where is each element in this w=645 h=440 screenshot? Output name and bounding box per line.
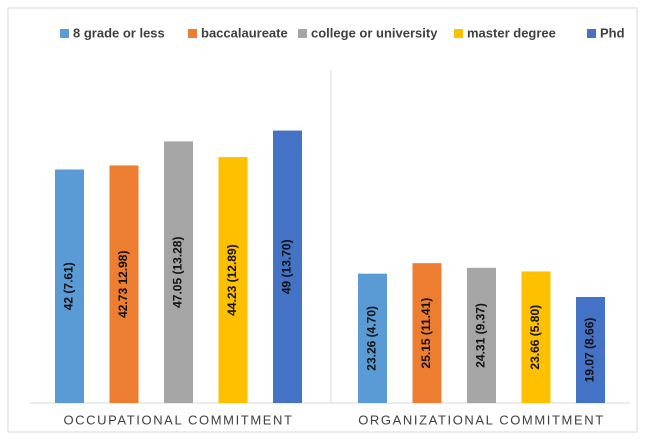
legend-swatch [188, 29, 197, 38]
legend-swatch [454, 29, 463, 38]
data-label: 49 (13.70) [280, 239, 294, 294]
data-label: 19.07 (8.66) [583, 318, 597, 383]
bar [55, 169, 84, 403]
bar [358, 273, 387, 403]
data-label: 42 (7.61) [62, 262, 76, 310]
legend-label: master degree [467, 25, 556, 40]
legend-label: baccalaureate [201, 25, 288, 40]
legend-label: college or university [311, 25, 438, 40]
data-label: 44.23 (12.89) [225, 244, 239, 315]
bar [521, 271, 551, 403]
bar [412, 263, 442, 403]
legend-swatch [60, 29, 69, 38]
bar [109, 165, 139, 403]
data-label: 24.31 (9.37) [474, 303, 488, 368]
legend-swatch [298, 29, 307, 38]
data-label: 25.15 (11.41) [419, 298, 433, 369]
data-label: 23.66 (5.80) [528, 305, 542, 370]
bar [164, 141, 193, 404]
x-tick-label: OCCUPATIONAL COMMITMENT [63, 412, 293, 427]
bar [467, 267, 496, 403]
bar [218, 157, 248, 403]
x-tick-label: ORGANIZATIONAL COMMITMENT [358, 412, 605, 427]
data-label: 47.05 (13.28) [171, 237, 185, 308]
legend-label: 8 grade or less [73, 25, 165, 40]
bar [273, 130, 302, 403]
data-label: 23.26 (4.70) [365, 306, 379, 371]
legend-label: Phd [600, 25, 625, 40]
data-label: 42.73 12.98) [116, 251, 130, 318]
bar [576, 296, 605, 403]
legend-swatch [587, 29, 596, 38]
